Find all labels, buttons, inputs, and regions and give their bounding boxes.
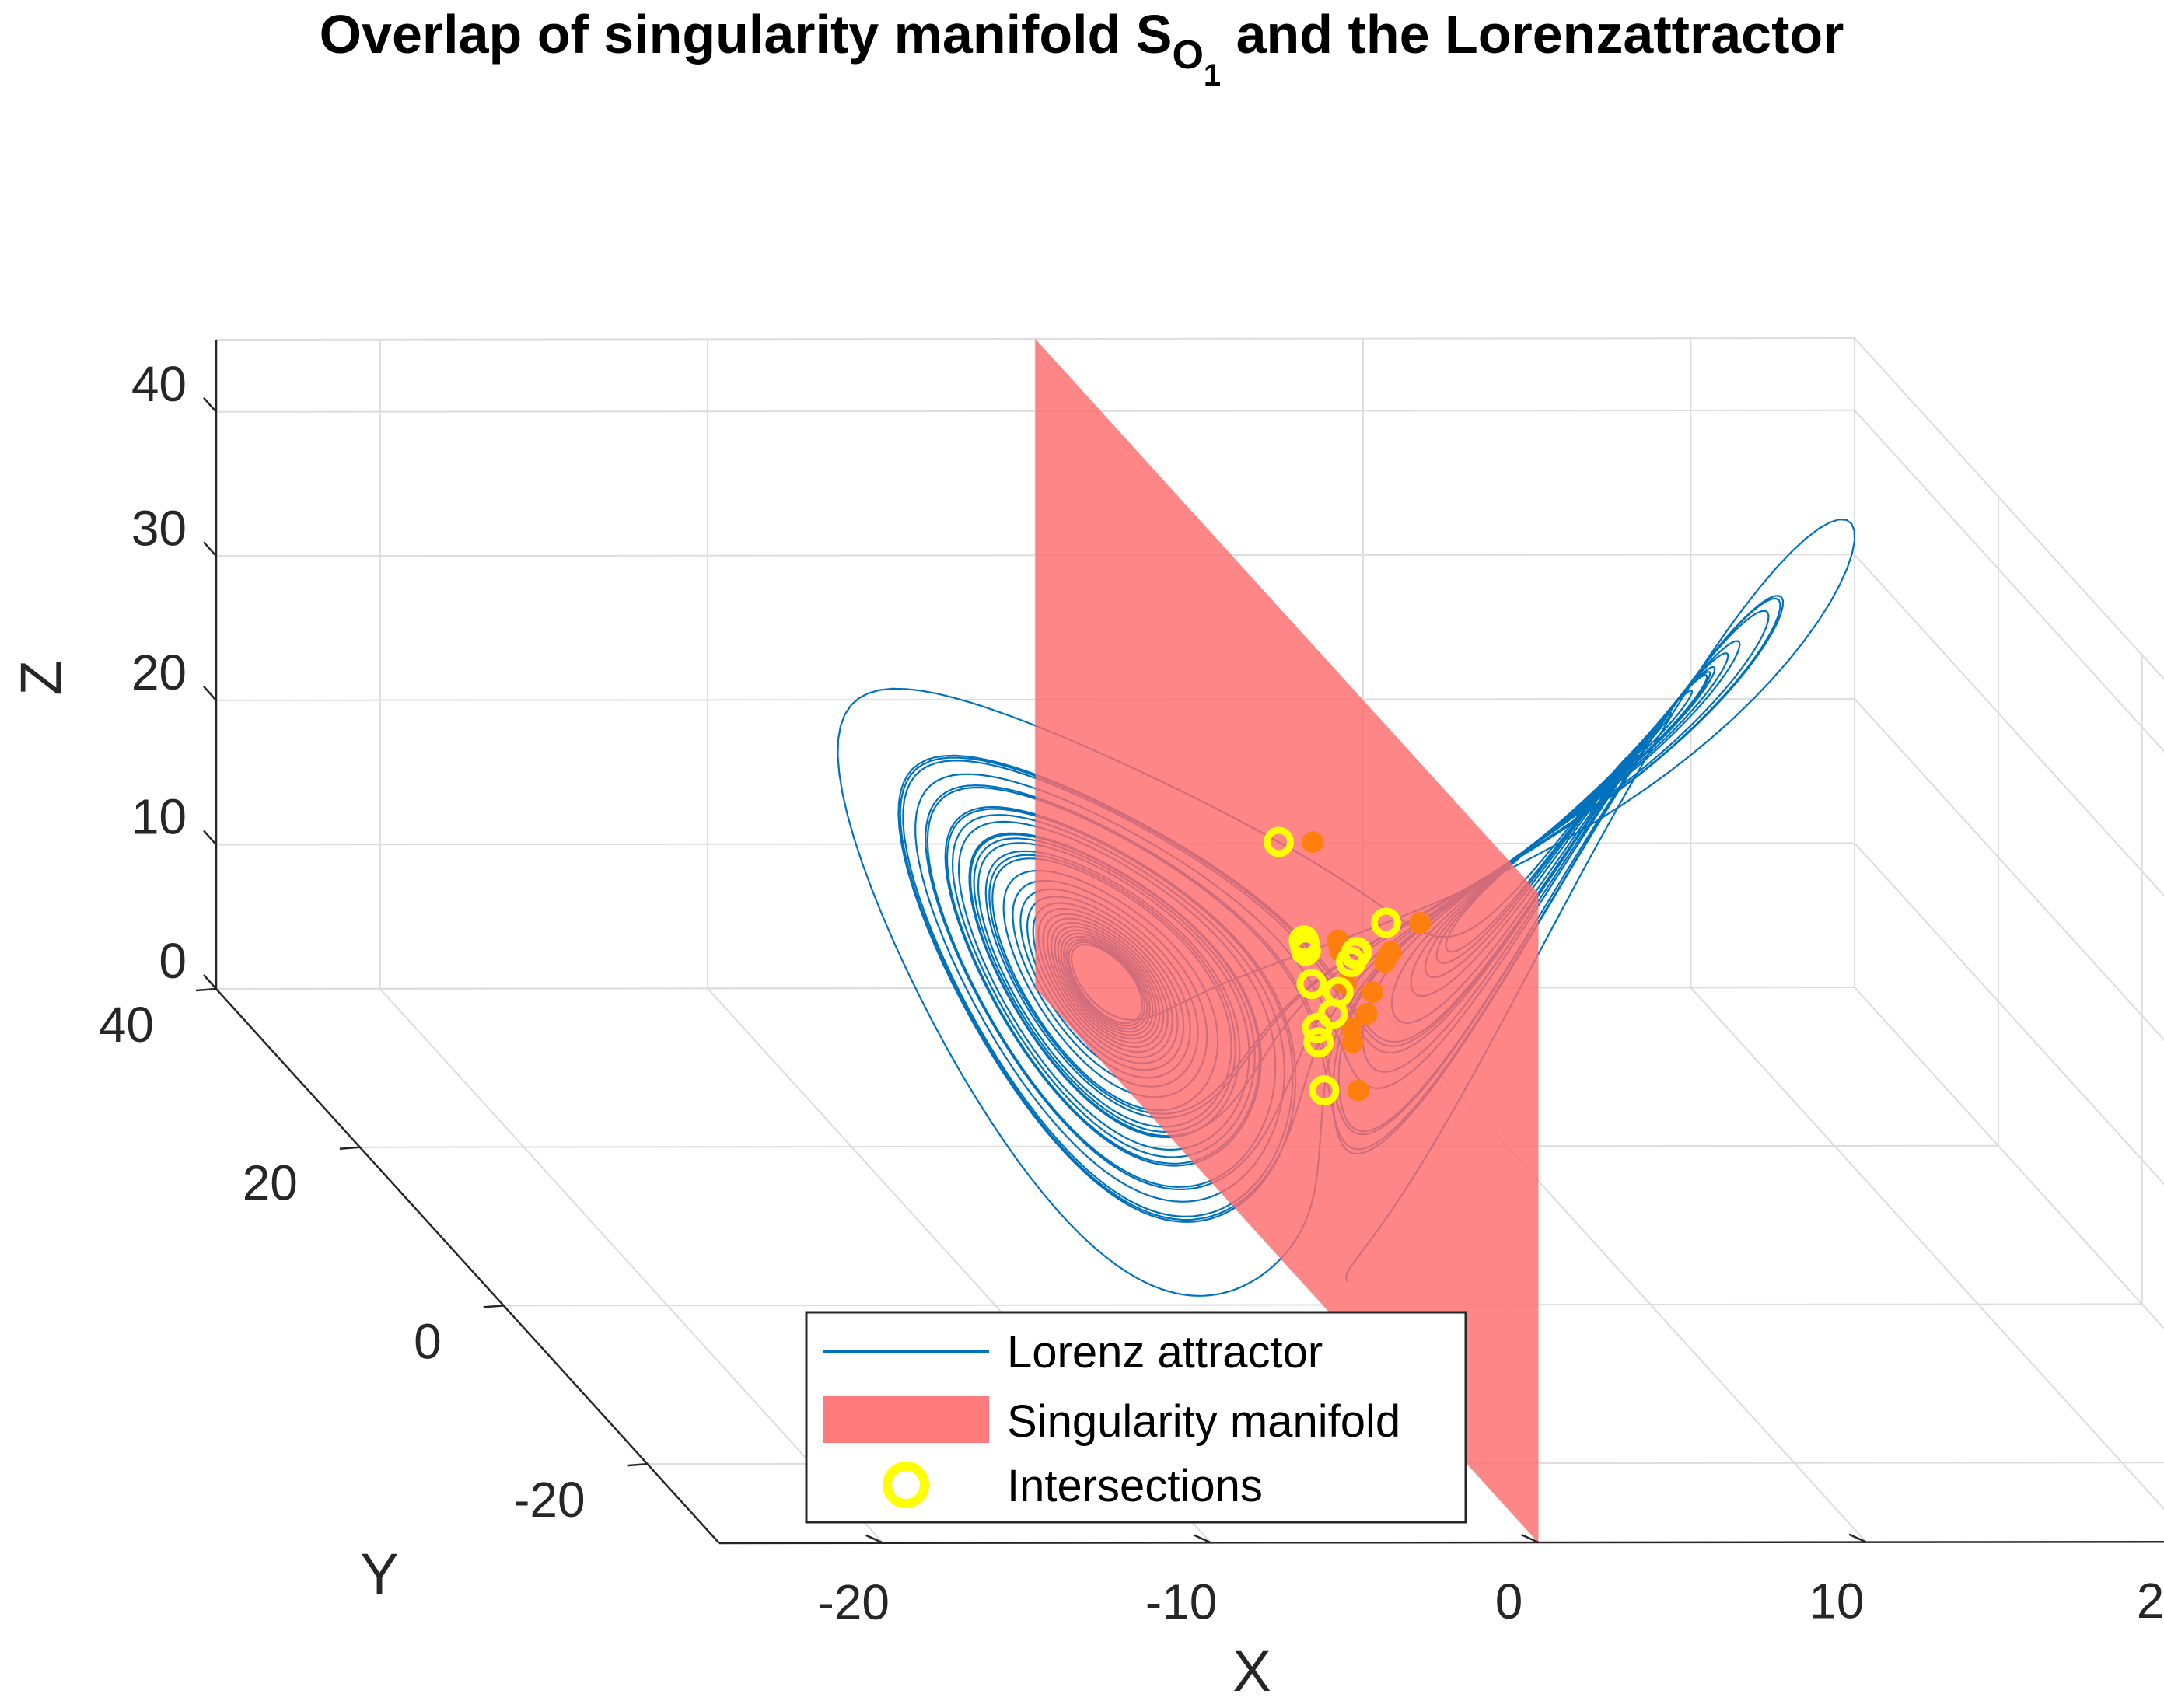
x-tick-mark: [1848, 1533, 1867, 1543]
x-tick-label: 20: [2137, 1573, 2164, 1629]
intersection-marker-orange: [1362, 981, 1383, 1003]
intersection-marker: [1341, 937, 1372, 968]
y-tick-mark: [339, 1146, 360, 1150]
z-tick-label: 0: [159, 933, 187, 989]
z-tick-label: 10: [131, 788, 187, 844]
y-tick-mark: [483, 1305, 504, 1308]
x-tick-label: 10: [1809, 1574, 1864, 1629]
singularity-manifold-surface: [1035, 339, 1539, 1542]
x-tick-label: -10: [1145, 1574, 1218, 1629]
y-tick-label: -20: [513, 1472, 586, 1528]
z-tick-mark: [203, 974, 217, 990]
z-tick-label: 30: [131, 500, 187, 556]
x-tick-mark: [1193, 1534, 1211, 1544]
y-tick-mark: [627, 1462, 648, 1467]
intersection-marker-orange: [1379, 941, 1402, 963]
chart-title: Overlap of singularity manifold SO1 and …: [320, 4, 1844, 93]
intersection-marker: [1289, 929, 1320, 960]
title-prefix: Overlap of singularity manifold S: [320, 4, 1173, 65]
y-tick-label: 0: [414, 1313, 442, 1369]
title-subscript: O: [1172, 33, 1203, 78]
grid-line-side-z: [1854, 842, 2164, 1186]
grid-line-side-z: [1854, 554, 2164, 897]
grid-edge-top-side: [1854, 337, 2164, 681]
grid-line-side-z: [1854, 698, 2164, 1041]
z-tick-label: 20: [131, 644, 187, 700]
legend-swatch-manifold: [823, 1396, 989, 1443]
intersection-marker: [1296, 969, 1327, 1000]
z-axis-label: Z: [9, 660, 73, 695]
plot-layer: [837, 339, 1856, 1542]
y-axis-line: [215, 988, 720, 1544]
y-tick-label: 20: [243, 1155, 298, 1211]
z-tick-mark: [203, 396, 217, 413]
z-tick-mark: [203, 686, 217, 701]
intersection-marker: [1303, 1027, 1334, 1058]
z-tick-mark: [203, 541, 217, 557]
grid-line-side-z: [1854, 987, 2164, 1330]
intersection-marker-orange: [1355, 1003, 1378, 1025]
y-axis-label: Y: [360, 1542, 398, 1606]
x-tick-mark: [865, 1534, 884, 1544]
x-tick-mark: [1520, 1533, 1540, 1544]
legend-label-manifold: Singularity manifold: [1007, 1396, 1400, 1447]
grid-line-floor-x: [379, 988, 884, 1544]
legend-marker-intersections: [883, 1462, 929, 1508]
intersection-marker-orange: [1347, 1079, 1369, 1102]
x-tick-label: 0: [1495, 1574, 1523, 1629]
intersection-marker-orange: [1409, 912, 1432, 934]
intersection-marker: [1264, 826, 1295, 857]
z-tick-mark: [203, 830, 217, 846]
legend-label-intersections: Intersections: [1007, 1461, 1263, 1511]
intersection-marker: [1309, 1075, 1340, 1106]
y-tick-label: 40: [99, 997, 154, 1053]
title-sub-subscript: 1: [1204, 58, 1221, 93]
z-tick-label: 40: [131, 356, 187, 412]
intersection-marker: [1323, 976, 1354, 1008]
x-tick-label: -20: [817, 1574, 890, 1630]
legend-label-lorenz: Lorenz attractor: [1007, 1327, 1323, 1378]
title-suffix: and the Lorenzattractor: [1221, 4, 1844, 65]
grid-line-side-z: [1854, 410, 2164, 753]
intersection-marker-orange: [1302, 831, 1324, 853]
intersection-marker-orange: [1340, 1017, 1362, 1039]
x-axis-label: X: [1232, 1639, 1271, 1703]
legend: Lorenz attractor Singularity manifold In…: [805, 1311, 1467, 1524]
intersection-marker: [1302, 1012, 1333, 1043]
intersection-marker: [1370, 907, 1401, 938]
y-tick-mark: [195, 987, 217, 992]
grid-line-floor-x: [1690, 987, 2164, 1511]
